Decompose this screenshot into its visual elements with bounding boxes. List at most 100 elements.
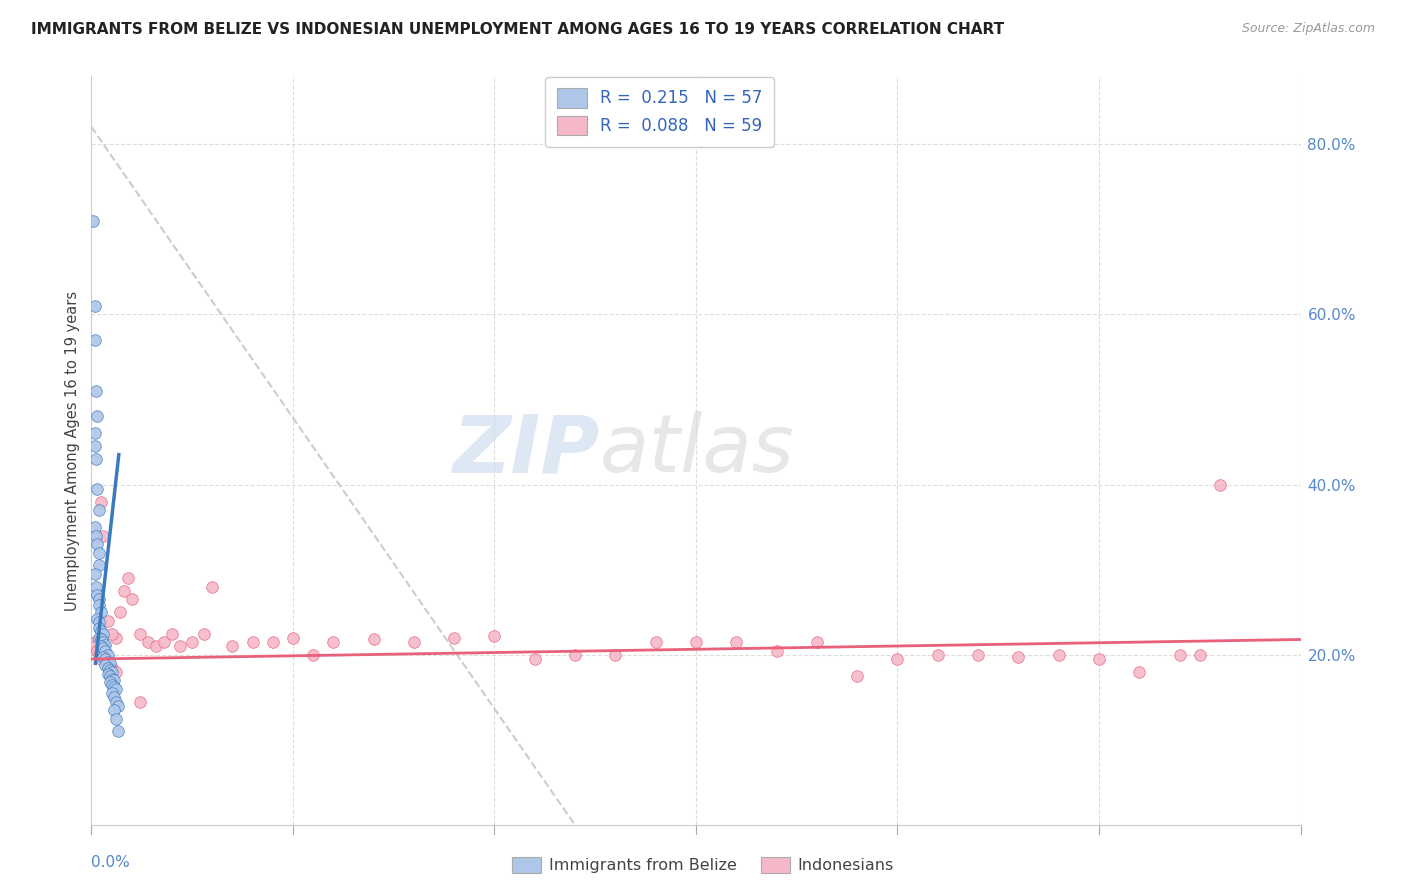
Point — [104, 665, 127, 679]
Point — [107, 724, 129, 739]
Point — [967, 648, 990, 662]
Point — [145, 640, 167, 654]
Point — [806, 635, 828, 649]
Point — [86, 588, 108, 602]
Point — [1168, 648, 1191, 662]
Point — [98, 663, 121, 677]
Point — [112, 583, 135, 598]
Point — [83, 426, 105, 441]
Point — [108, 605, 131, 619]
Point — [84, 452, 107, 467]
Legend: Immigrants from Belize, Indonesians: Immigrants from Belize, Indonesians — [506, 850, 900, 880]
Point — [93, 640, 115, 654]
Point — [927, 648, 949, 662]
Point — [84, 640, 107, 654]
Text: atlas: atlas — [599, 411, 794, 490]
Point — [83, 299, 105, 313]
Point — [281, 631, 304, 645]
Point — [523, 652, 546, 666]
Text: ZIP: ZIP — [451, 411, 599, 490]
Point — [94, 658, 117, 673]
Point — [89, 558, 111, 573]
Point — [160, 626, 183, 640]
Text: IMMIGRANTS FROM BELIZE VS INDONESIAN UNEMPLOYMENT AMONG AGES 16 TO 19 YEARS CORR: IMMIGRANTS FROM BELIZE VS INDONESIAN UNE… — [31, 22, 1004, 37]
Point — [104, 712, 127, 726]
Point — [103, 673, 125, 688]
Point — [107, 698, 129, 713]
Point — [84, 520, 107, 534]
Point — [169, 640, 191, 654]
Point — [89, 631, 111, 645]
Point — [1188, 648, 1211, 662]
Point — [96, 655, 118, 669]
Point — [87, 503, 110, 517]
Point — [886, 652, 908, 666]
Y-axis label: Unemployment Among Ages 16 to 19 years: Unemployment Among Ages 16 to 19 years — [65, 291, 80, 610]
Point — [86, 537, 108, 551]
Point — [100, 626, 122, 640]
Point — [104, 681, 127, 696]
Point — [87, 615, 110, 630]
Point — [94, 638, 117, 652]
Point — [90, 494, 112, 508]
Point — [98, 669, 121, 683]
Point — [90, 632, 112, 647]
Point — [153, 635, 176, 649]
Point — [104, 631, 127, 645]
Point — [96, 666, 118, 681]
Point — [128, 695, 150, 709]
Text: Source: ZipAtlas.com: Source: ZipAtlas.com — [1241, 22, 1375, 36]
Point — [98, 657, 121, 671]
Point — [100, 672, 122, 686]
Point — [86, 612, 108, 626]
Point — [93, 640, 115, 655]
Point — [1209, 477, 1232, 491]
Point — [93, 528, 115, 542]
Point — [89, 621, 111, 635]
Point — [221, 640, 243, 654]
Point — [1047, 648, 1070, 662]
Point — [96, 660, 118, 674]
Point — [242, 635, 264, 649]
Point — [443, 631, 465, 645]
Point — [103, 703, 125, 717]
Point — [84, 439, 107, 453]
Point — [98, 675, 121, 690]
Point — [93, 635, 115, 649]
Legend: R =  0.215   N = 57, R =  0.088   N = 59: R = 0.215 N = 57, R = 0.088 N = 59 — [546, 77, 775, 147]
Point — [90, 652, 112, 666]
Point — [90, 605, 112, 619]
Point — [564, 648, 586, 662]
Point — [83, 635, 105, 649]
Point — [1128, 665, 1150, 679]
Point — [262, 635, 284, 649]
Point — [84, 384, 107, 398]
Point — [765, 643, 787, 657]
Point — [87, 546, 110, 560]
Point — [93, 649, 115, 664]
Point — [87, 592, 110, 607]
Point — [322, 635, 344, 649]
Point — [363, 632, 385, 647]
Point — [117, 571, 139, 585]
Point — [96, 652, 118, 666]
Point — [82, 213, 104, 227]
Point — [90, 624, 112, 638]
Point — [94, 643, 117, 657]
Text: 0.0%: 0.0% — [91, 855, 131, 870]
Point — [96, 614, 118, 628]
Point — [94, 643, 117, 657]
Point — [128, 626, 150, 640]
Point — [685, 635, 707, 649]
Point — [136, 635, 159, 649]
Point — [103, 690, 125, 705]
Point — [846, 669, 869, 683]
Point — [100, 660, 122, 674]
Point — [605, 648, 627, 662]
Point — [104, 695, 127, 709]
Point — [89, 648, 111, 662]
Point — [84, 566, 107, 581]
Point — [181, 635, 204, 649]
Point — [100, 678, 122, 692]
Point — [1088, 652, 1111, 666]
